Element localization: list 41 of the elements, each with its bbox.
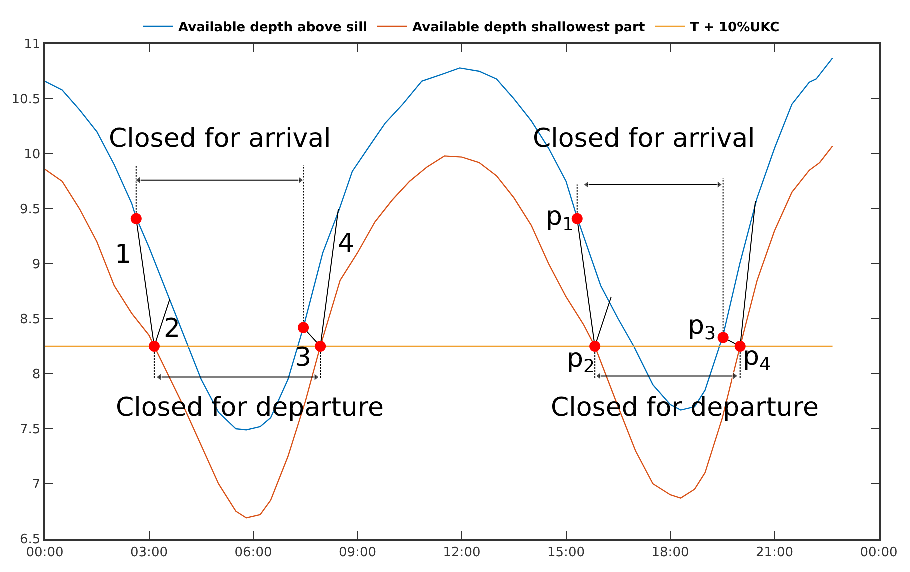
- annotation: Closed for arrival: [109, 124, 332, 154]
- x-tick-label: 00:00: [26, 545, 64, 560]
- point: [315, 341, 326, 352]
- y-tick-label: 9: [32, 258, 41, 273]
- y-tick-label: 11: [24, 38, 41, 53]
- x-tick-label: 03:00: [130, 545, 168, 560]
- y-tick-label: 10: [24, 148, 41, 163]
- annotation: p$_{1}$: [546, 202, 574, 236]
- legend-label: Available depth above sill: [178, 20, 368, 36]
- line-series: [45, 146, 834, 519]
- annotation: p$_{4}$: [743, 342, 772, 376]
- y-tick-label: 8: [32, 368, 41, 383]
- y-tick-label: 7.5: [20, 422, 41, 438]
- x-tick-label: 12:00: [443, 545, 481, 560]
- legend-label: T + 10%UKC: [690, 20, 780, 36]
- annotation: 3: [295, 343, 312, 373]
- x-tick-label: 06:00: [234, 545, 272, 560]
- point: [572, 213, 583, 224]
- y-tick-label: 10.5: [12, 92, 41, 108]
- x-tick-label: 09:00: [339, 545, 376, 560]
- y-tick-label: 9.5: [20, 202, 41, 218]
- point: [298, 322, 310, 334]
- x-tick-label: 18:00: [652, 545, 690, 560]
- y-tick-label: 6.5: [20, 532, 41, 548]
- legend-label: Available depth shallowest part: [412, 20, 646, 36]
- annotation: p$_{2}$: [567, 344, 596, 378]
- annotation: 2: [164, 314, 181, 344]
- annotation: 4: [338, 229, 355, 259]
- y-tick-label: 7: [32, 478, 41, 493]
- annotation: 1: [115, 240, 132, 270]
- point: [130, 213, 142, 224]
- x-tick-label: 15:00: [548, 545, 585, 560]
- point: [590, 341, 601, 352]
- point: [734, 341, 746, 352]
- line-series: [45, 58, 834, 431]
- x-tick-label: 00:00: [860, 545, 898, 560]
- point: [148, 341, 160, 352]
- x-tick-label: 21:00: [756, 545, 794, 560]
- y-tick-label: 8.5: [20, 312, 41, 328]
- annotation: p$_{3}$: [688, 311, 716, 344]
- point: [718, 332, 729, 344]
